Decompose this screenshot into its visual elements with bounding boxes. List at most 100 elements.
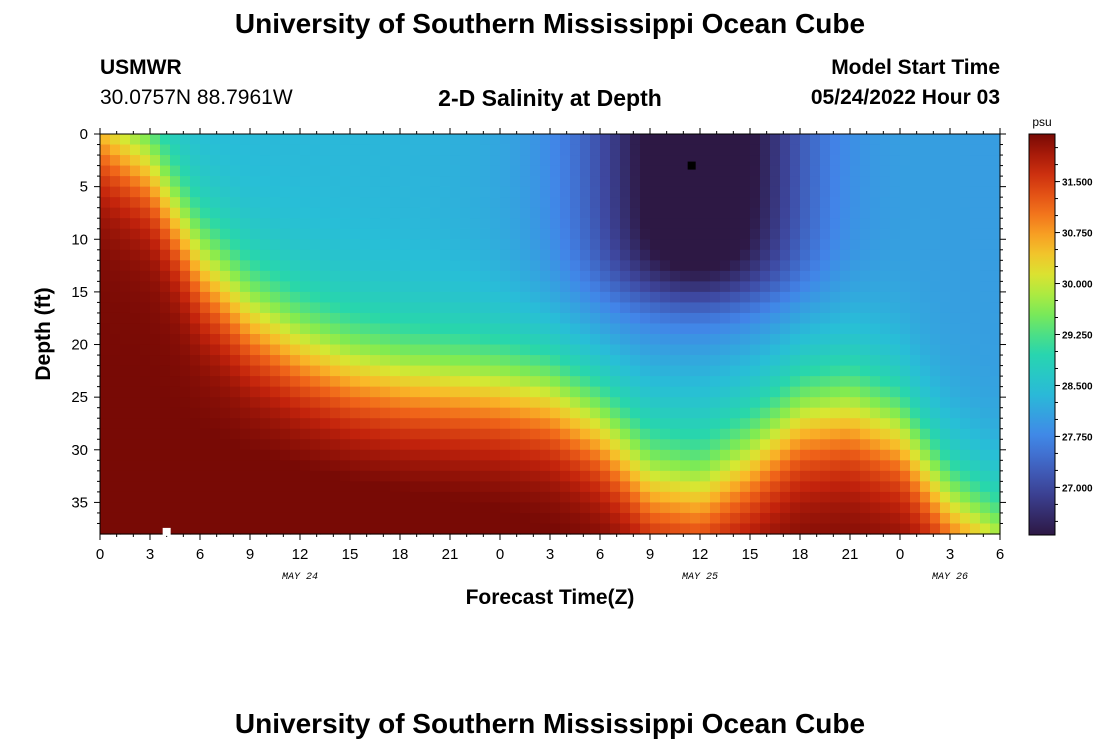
heatmap-cell [680, 144, 691, 156]
heatmap-cell [630, 323, 641, 335]
heatmap-cell [350, 470, 361, 482]
heatmap-cell [180, 512, 191, 525]
heatmap-cell [100, 449, 111, 461]
heatmap-cell [660, 512, 671, 525]
heatmap-cell [950, 470, 961, 482]
x-tick-label: 6 [596, 546, 604, 563]
heatmap-cell [970, 355, 981, 367]
heatmap-cell [530, 407, 541, 419]
heatmap-cell [380, 397, 391, 409]
heatmap-cell [960, 176, 971, 188]
heatmap-cell [630, 481, 641, 493]
heatmap-cell [940, 228, 951, 240]
heatmap-cell [750, 481, 761, 493]
heatmap-cell [840, 260, 851, 272]
heatmap-cell [630, 249, 641, 261]
heatmap-cell [260, 481, 271, 493]
data-marker [162, 527, 171, 536]
heatmap-cell [100, 386, 111, 398]
heatmap-cell [250, 134, 261, 146]
heatmap-cell [350, 397, 361, 409]
heatmap-cell [860, 281, 871, 293]
heatmap-cell [860, 376, 871, 388]
heatmap-cell [870, 428, 881, 440]
heatmap-cell [470, 281, 481, 293]
heatmap-cell [470, 439, 481, 451]
heatmap-cell [720, 186, 731, 198]
heatmap-cell [770, 376, 781, 388]
heatmap-cell [840, 428, 851, 440]
heatmap-cell [560, 470, 571, 482]
heatmap-cell [220, 176, 231, 188]
heatmap-cell [280, 270, 291, 282]
heatmap-cell [640, 407, 651, 419]
heatmap-cell [680, 428, 691, 440]
heatmap-cell [690, 481, 701, 493]
heatmap-cell [800, 228, 811, 240]
heatmap-cell [480, 523, 491, 535]
heatmap-cell [150, 397, 161, 409]
heatmap-cell [320, 449, 331, 461]
heatmap-cell [790, 239, 801, 251]
heatmap-cell [580, 376, 591, 388]
heatmap-cell [320, 491, 331, 504]
heatmap-cell [520, 439, 531, 451]
heatmap-cell [360, 418, 371, 430]
heatmap-cell [960, 460, 971, 472]
heatmap-cell [670, 481, 681, 493]
heatmap-cell [220, 449, 231, 461]
heatmap-cell [710, 418, 721, 430]
heatmap-cell [110, 491, 121, 504]
heatmap-cell [400, 155, 411, 167]
heatmap-cell [600, 249, 611, 261]
heatmap-cell [530, 302, 541, 314]
heatmap-cell [250, 270, 261, 282]
heatmap-cell [460, 460, 471, 472]
heatmap-cell [730, 155, 741, 167]
heatmap-cell [330, 144, 341, 156]
heatmap-cell [380, 218, 391, 230]
heatmap-cell [580, 207, 591, 219]
heatmap-cell [950, 386, 961, 398]
heatmap-cell [370, 376, 381, 388]
heatmap-cell [110, 155, 121, 167]
heatmap-cell [900, 418, 911, 430]
heatmap-cell [240, 502, 251, 514]
heatmap-cell [350, 439, 361, 451]
heatmap-cell [140, 218, 151, 230]
heatmap-cell [660, 344, 671, 356]
heatmap-cell [330, 165, 341, 177]
heatmap-cell [740, 449, 751, 461]
heatmap-cell [990, 418, 1001, 430]
heatmap-cell [790, 228, 801, 240]
heatmap-cell [960, 386, 971, 398]
heatmap-cell [530, 270, 541, 282]
heatmap-cell [700, 523, 711, 535]
heatmap-cell [540, 470, 551, 482]
heatmap-cell [200, 334, 211, 346]
heatmap-cell [310, 249, 321, 261]
heatmap-cell [380, 323, 391, 335]
heatmap-cell [460, 134, 471, 146]
heatmap-cell [180, 260, 191, 272]
heatmap-cell [500, 176, 511, 188]
heatmap-cell [160, 302, 171, 314]
heatmap-cell [440, 186, 451, 198]
heatmap-cell [440, 449, 451, 461]
heatmap-cell [560, 512, 571, 525]
heatmap-cell [430, 176, 441, 188]
heatmap-cell [130, 260, 141, 272]
heatmap-cell [160, 407, 171, 419]
heatmap-cell [900, 407, 911, 419]
heatmap-cell [370, 197, 381, 209]
heatmap-cell [360, 334, 371, 346]
heatmap-cell [800, 176, 811, 188]
heatmap-cell [590, 407, 601, 419]
heatmap-cell [940, 134, 951, 146]
heatmap-cell [960, 523, 971, 535]
heatmap-cell [110, 365, 121, 377]
heatmap-cell [670, 439, 681, 451]
heatmap-cell [110, 428, 121, 440]
heatmap-cell [290, 218, 301, 230]
heatmap-cell [180, 376, 191, 388]
